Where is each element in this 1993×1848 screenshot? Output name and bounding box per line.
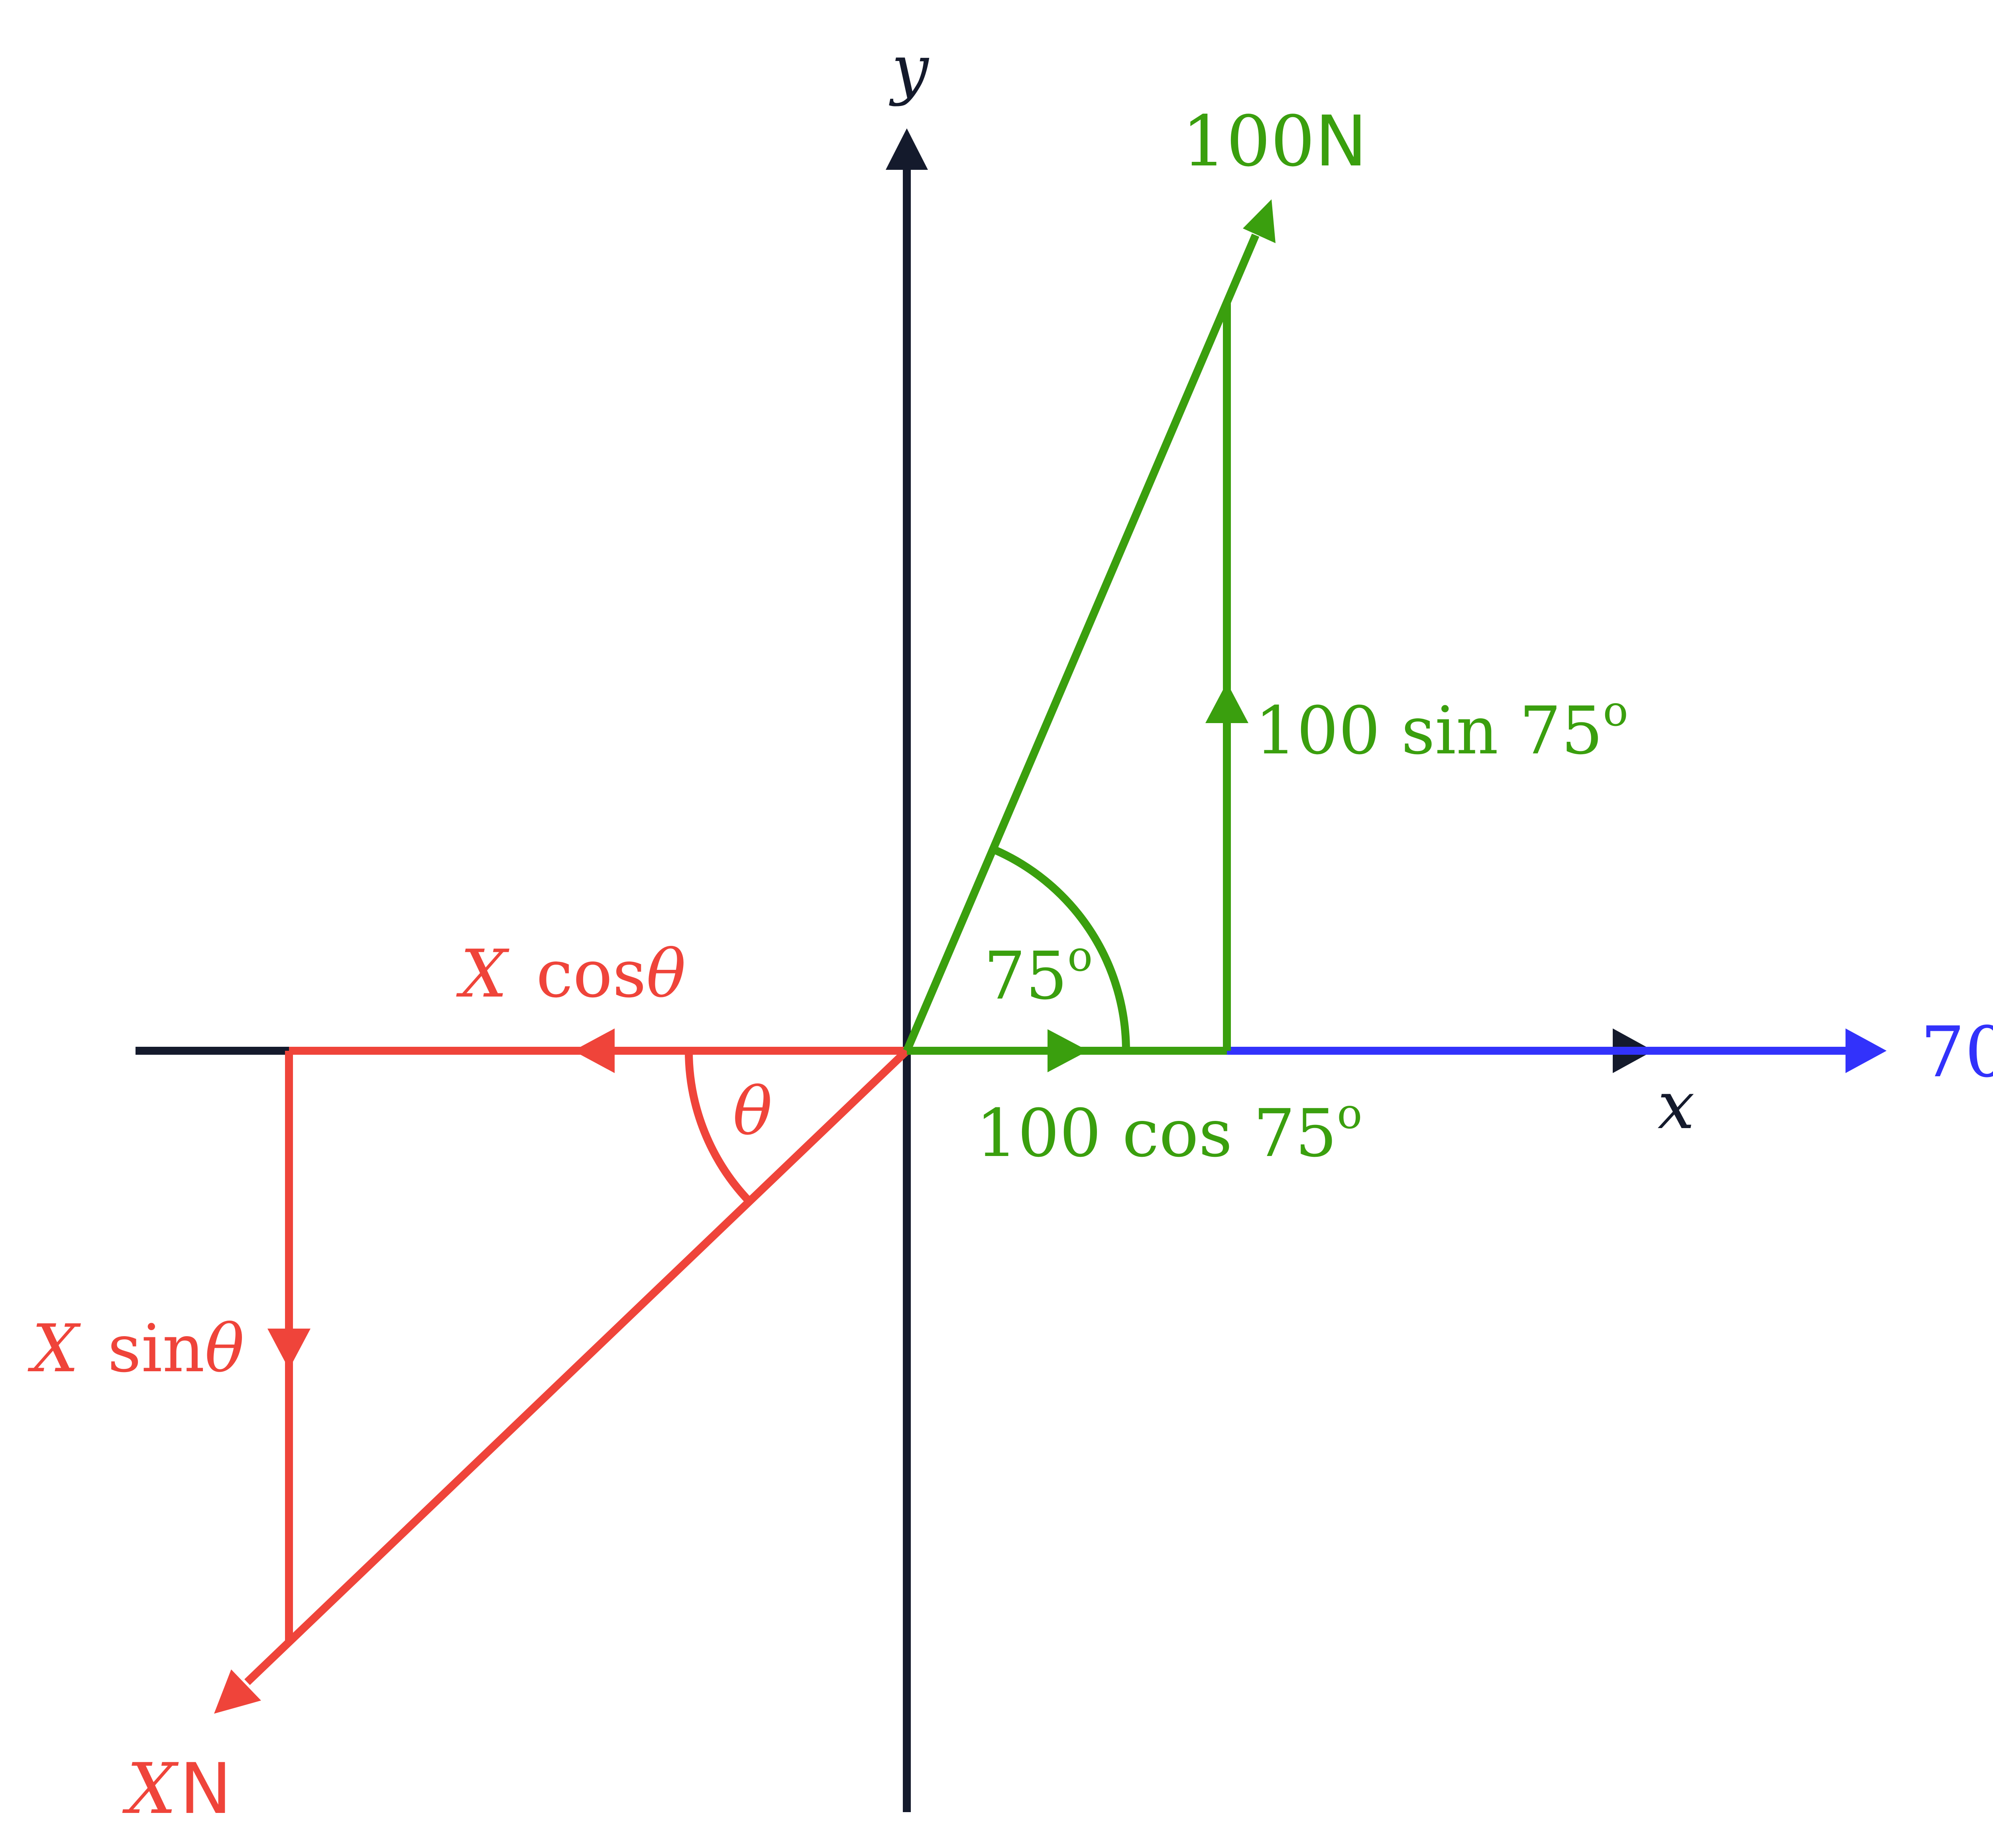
force-xn-label: XN [122,1749,232,1830]
angle-75-label: 75o [984,932,1093,1014]
x-cos-arrowhead [573,1028,615,1073]
x-axis-label: x [1657,1067,1694,1144]
cos-component-arrowhead [1048,1029,1088,1072]
angle-75-arc [989,844,1130,1051]
sin-component-label: 100 sin 75o [1255,687,1628,769]
force-70n-arrowhead [1846,1028,1887,1073]
force-100n-arrowhead [1243,199,1276,243]
force-100n [903,199,1276,1072]
sin-component-arrowhead [1205,682,1248,723]
theta-label: θ [733,1073,772,1150]
axes [136,128,1653,1812]
force-xn [214,1028,910,1714]
y-axis-label: y [888,31,929,107]
x-sin-arrowhead [267,1329,311,1369]
y-axis-arrowhead [886,128,928,170]
labels: y x 100N 70N XN 100 sin 75o 100 cos 75o … [28,31,1993,1830]
theta-arc [685,1050,753,1204]
force-100n-line [903,234,1260,1052]
force-100n-label: 100N [1182,101,1367,182]
force-xn-line [244,1048,910,1685]
cos-component-label: 100 cos 75o [976,1089,1362,1172]
force-70n-label: 70N [1920,1012,1993,1093]
force-xn-arrowhead [214,1669,261,1714]
x-cos-label: X cosθ [456,936,686,1012]
x-sin-label: X sinθ [28,1310,244,1387]
force-70n [1227,1028,1887,1073]
